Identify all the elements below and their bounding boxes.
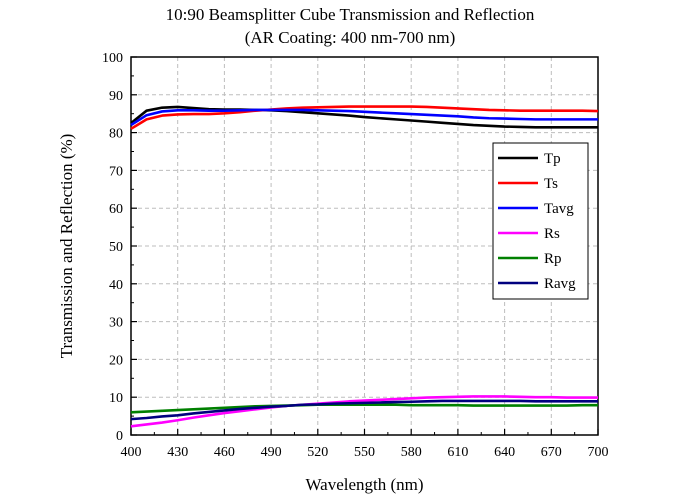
series-line-ts [130, 105, 599, 130]
legend-label-tavg: Tavg [544, 201, 574, 217]
series-line-rp [130, 403, 598, 414]
x-axis-label: Wavelength (nm) [305, 475, 423, 494]
y-tick-label: 50 [109, 240, 123, 255]
y-tick-label: 0 [116, 429, 123, 444]
x-tick-label: 670 [541, 445, 562, 460]
x-tick-label: 550 [354, 445, 375, 460]
x-tick-label: 610 [447, 445, 468, 460]
legend-label-ts: Ts [544, 176, 558, 192]
legend-label-rp: Rp [544, 251, 562, 267]
x-tick-label: 640 [494, 445, 515, 460]
grid [131, 57, 598, 435]
legend-label-ravg: Ravg [544, 276, 576, 292]
chart-title: 10:90 Beamsplitter Cube Transmission and… [165, 5, 535, 24]
y-tick-label: 100 [102, 51, 123, 66]
y-tick-label: 40 [109, 278, 123, 293]
y-tick-label: 80 [109, 127, 123, 142]
axis-ticks: 400 430 460 490 520 550 580 610 640 670 700 0 10 20 30… [102, 51, 609, 460]
y-tick-label: 70 [109, 164, 123, 179]
x-tick-label: 400 [121, 445, 142, 460]
series-line-tp [130, 105, 598, 129]
legend: Tp Ts Tavg Rs Rp Ravg [492, 142, 589, 300]
x-tick-label: 490 [261, 445, 282, 460]
y-tick-label: 10 [109, 391, 123, 406]
series-lines [130, 105, 599, 428]
legend-label-tp: Tp [544, 151, 561, 167]
series-line-rs [130, 395, 598, 428]
x-tick-label: 460 [214, 445, 235, 460]
y-tick-label: 60 [109, 202, 123, 217]
chart-subtitle: (AR Coating: 400 nm-700 nm) [244, 28, 456, 47]
y-axis-label: Transmission and Reflection (%) [57, 134, 76, 359]
x-tick-label: 520 [307, 445, 328, 460]
legend-label-rs: Rs [544, 226, 560, 242]
y-tick-label: 20 [109, 353, 123, 368]
series-line-tavg [130, 108, 598, 127]
series-line-ravg [130, 399, 598, 421]
x-tick-label: 580 [401, 445, 422, 460]
y-tick-label: 30 [109, 316, 123, 331]
y-tick-label: 90 [109, 89, 123, 104]
x-tick-label: 700 [588, 445, 609, 460]
legend-box [492, 142, 589, 300]
x-tick-label: 430 [167, 445, 188, 460]
